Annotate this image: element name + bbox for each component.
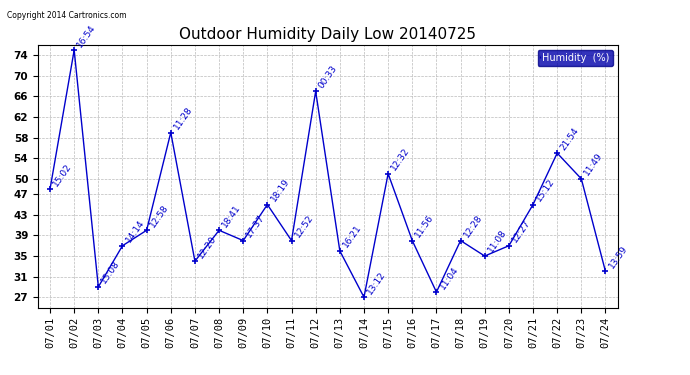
Text: 15:08: 15:08 [100, 259, 122, 285]
Text: 14:14: 14:14 [124, 218, 146, 244]
Text: 18:41: 18:41 [221, 202, 243, 229]
Text: 11:08: 11:08 [486, 228, 509, 255]
Text: 12:32: 12:32 [390, 146, 411, 172]
Text: 00:33: 00:33 [317, 64, 339, 90]
Text: 16:21: 16:21 [342, 223, 364, 249]
Text: 13:59: 13:59 [607, 244, 629, 270]
Text: 15:12: 15:12 [535, 177, 557, 203]
Title: Outdoor Humidity Daily Low 20140725: Outdoor Humidity Daily Low 20140725 [179, 27, 476, 42]
Text: 17:37: 17:37 [245, 213, 267, 239]
Text: 16:54: 16:54 [76, 22, 98, 49]
Text: 12:27: 12:27 [511, 218, 532, 244]
Text: 11:28: 11:28 [172, 105, 195, 131]
Text: 11:04: 11:04 [438, 264, 460, 291]
Text: Copyright 2014 Cartronics.com: Copyright 2014 Cartronics.com [7, 11, 126, 20]
Text: 11:56: 11:56 [414, 213, 436, 239]
Legend: Humidity  (%): Humidity (%) [538, 50, 613, 66]
Text: 12:52: 12:52 [293, 213, 315, 239]
Text: 15:02: 15:02 [52, 162, 74, 188]
Text: 11:49: 11:49 [583, 151, 605, 177]
Text: 12:58: 12:58 [148, 202, 170, 229]
Text: 12:20: 12:20 [197, 234, 218, 260]
Text: 21:54: 21:54 [559, 126, 580, 152]
Text: 18:19: 18:19 [269, 177, 291, 203]
Text: 13:12: 13:12 [366, 270, 388, 296]
Text: 12:28: 12:28 [462, 213, 484, 239]
